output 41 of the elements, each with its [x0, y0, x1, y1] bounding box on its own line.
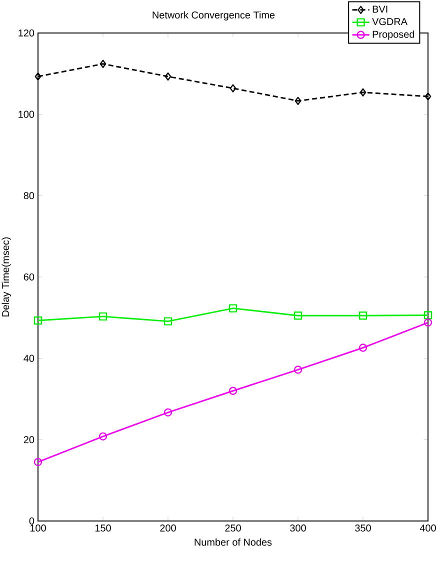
- point: [358, 344, 368, 352]
- point: [294, 96, 302, 105]
- y-tick-label: 40: [24, 354, 34, 362]
- point: [100, 60, 106, 68]
- x-tick-label: 350: [355, 524, 371, 532]
- point: [228, 304, 238, 312]
- point: [424, 92, 432, 101]
- point: [98, 432, 108, 440]
- x-tick-label: 150: [95, 524, 111, 532]
- x-tick-label: 250: [225, 524, 241, 532]
- y-tick-label: 60: [24, 273, 34, 281]
- point: [34, 316, 42, 325]
- point: [424, 318, 432, 327]
- legend-label: Proposed: [372, 30, 414, 40]
- x-tick-label: 400: [420, 524, 436, 532]
- point: [228, 386, 238, 395]
- point: [164, 72, 172, 81]
- point: [294, 366, 302, 374]
- point: [230, 84, 236, 92]
- legend-label: VGDRA: [372, 18, 408, 26]
- point: [34, 72, 42, 81]
- y-tick-label: 100: [18, 110, 34, 118]
- x-tick-label: 200: [160, 524, 176, 532]
- y-tick-label: 80: [24, 192, 34, 200]
- y-tick-label: 20: [24, 436, 34, 444]
- x-axis-title: Number of Nodes: [194, 538, 272, 546]
- point: [424, 311, 432, 320]
- y-axis-title: Delay Time(msec): [2, 237, 12, 316]
- x-tick-label: 300: [290, 524, 306, 532]
- point: [294, 312, 302, 320]
- point: [360, 88, 366, 96]
- point: [34, 458, 42, 466]
- point: [98, 312, 108, 321]
- point: [358, 312, 368, 320]
- point: [164, 317, 172, 326]
- chart-title: Network Convergence Time: [152, 11, 275, 20]
- x-tick-label: 100: [30, 524, 46, 532]
- y-tick-label: 0: [29, 517, 34, 525]
- y-tick-label: 120: [18, 29, 34, 37]
- legend-label: BVI: [372, 6, 388, 13]
- point: [164, 408, 172, 416]
